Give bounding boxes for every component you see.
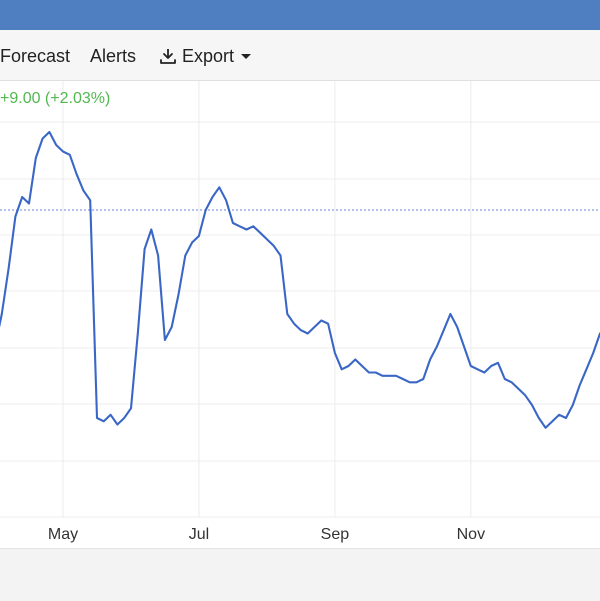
top-header-bar — [0, 0, 600, 30]
chart-footer-strip — [0, 548, 600, 601]
export-label: Export — [182, 46, 235, 66]
price-line-chart: May Jul Sep Nov — [0, 81, 600, 543]
x-tick-label: Sep — [321, 526, 350, 543]
x-tick-label: May — [48, 526, 78, 543]
x-tick-label: Nov — [457, 526, 485, 543]
alerts-menu-item[interactable]: Alerts — [90, 46, 137, 66]
caret-down-icon — [240, 50, 252, 62]
download-icon — [158, 46, 178, 66]
series-line — [0, 130, 600, 429]
chart-area: +9.00 (+2.03%) May Jul Sep Nov — [0, 80, 600, 549]
forecast-menu-item[interactable]: Forecast — [0, 46, 71, 66]
price-change-text: +9.00 (+2.03%) — [0, 90, 111, 107]
menu-bar: Forecast Alerts Export — [0, 30, 600, 80]
x-tick-label: Jul — [189, 526, 209, 543]
grid-lines — [0, 81, 600, 518]
export-menu-button[interactable]: Export — [158, 46, 252, 66]
x-tick-labels: May Jul Sep Nov — [48, 526, 485, 543]
